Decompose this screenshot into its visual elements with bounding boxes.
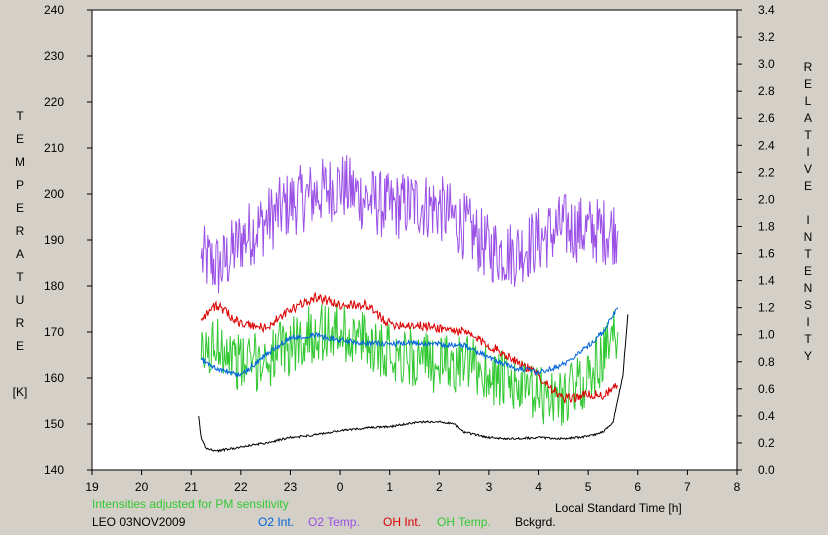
y-left-tick-label: 190 — [44, 233, 64, 247]
y-left-tick-label: 210 — [44, 141, 64, 155]
x-tick-label: 20 — [135, 480, 149, 494]
x-axis-label: Local Standard Time [h] — [555, 501, 682, 515]
x-tick-label: 22 — [234, 480, 248, 494]
y-left-label-char: U — [16, 293, 25, 307]
legend-o2-int: O2 Int. — [258, 515, 294, 529]
axis-layer: 19 20 21 22 23 0 1 2 3 4 5 6 7 8140150160170180190200… — [44, 3, 775, 494]
y-right-label-char: E — [804, 264, 812, 278]
y-left-label-char: M — [15, 155, 25, 169]
y-right-label-char: I — [806, 213, 809, 227]
x-tick-label: 5 — [585, 480, 592, 494]
y-left-label-char: R — [16, 224, 25, 238]
series-line-o2-temp — [200, 155, 619, 294]
y-left-label-char: E — [16, 201, 24, 215]
y-right-tick-label: 1.4 — [758, 274, 775, 288]
y-left-label-char: P — [16, 178, 24, 192]
x-tick-label: 2 — [436, 480, 443, 494]
y-right-tick-label: 3.2 — [758, 30, 775, 44]
y-right-label-char: S — [804, 298, 812, 312]
x-tick-label: 4 — [535, 480, 542, 494]
y-right-tick-label: 1.2 — [758, 301, 775, 315]
y-left-label-char: E — [16, 339, 24, 353]
series-line-oh-temp — [200, 302, 619, 426]
y-left-label-char: [K] — [13, 385, 28, 399]
y-right-tick-label: 0.6 — [758, 382, 775, 396]
x-tick-label: 19 — [85, 480, 99, 494]
y-right-label-char: I — [806, 145, 809, 159]
y-left-tick-label: 220 — [44, 95, 64, 109]
y-right-tick-label: 2.4 — [758, 138, 775, 152]
legend-oh-int: OH Int. — [383, 515, 421, 529]
y-right-tick-label: 1.8 — [758, 219, 775, 233]
y-left-tick-label: 150 — [44, 417, 64, 431]
y-left-label-char: E — [16, 132, 24, 146]
y-right-tick-label: 1.6 — [758, 247, 775, 261]
station-date: LEO 03NOV2009 — [92, 515, 186, 529]
y-right-label-char: E — [804, 179, 812, 193]
y-right-tick-label: 0.4 — [758, 409, 775, 423]
y-right-tick-label: 3.4 — [758, 3, 775, 17]
y-left-tick-label: 170 — [44, 325, 64, 339]
legend-oh-temp: OH Temp. — [437, 515, 491, 529]
y-right-label-char: T — [804, 128, 812, 142]
y-right-label-char: N — [804, 230, 813, 244]
x-tick-label: 21 — [185, 480, 199, 494]
y-left-label-char: T — [16, 109, 24, 123]
x-tick-label: 8 — [734, 480, 741, 494]
x-tick-label: 6 — [634, 480, 641, 494]
y-right-label-char: L — [805, 94, 812, 108]
y-right-tick-label: 2.2 — [758, 165, 775, 179]
y-right-label-char: T — [804, 332, 812, 346]
y-right-tick-label: 2.8 — [758, 84, 775, 98]
series-line-oh-int — [200, 291, 619, 404]
y-left-tick-label: 160 — [44, 371, 64, 385]
y-left-tick-label: 200 — [44, 187, 64, 201]
y-right-tick-label: 1.0 — [758, 328, 775, 342]
x-tick-label: 7 — [684, 480, 691, 494]
series-layer — [198, 155, 629, 453]
x-tick-label: 0 — [337, 480, 344, 494]
x-tick-label: 3 — [486, 480, 493, 494]
y-left-tick-label: 140 — [44, 463, 64, 477]
y-right-label-char: T — [804, 247, 812, 261]
series-line-o2-int — [201, 307, 619, 379]
y-right-tick-label: 3.0 — [758, 57, 775, 71]
y-right-tick-label: 2.6 — [758, 111, 775, 125]
plot-area — [91, 9, 738, 471]
y-right-tick-label: 0.2 — [758, 436, 775, 450]
series-line-bckgrd — [198, 314, 629, 453]
y-right-label-char: V — [804, 162, 812, 176]
legend-bckgrd: Bckgrd. — [515, 515, 556, 529]
x-tick-label: 1 — [386, 480, 393, 494]
pm-sensitivity-note: Intensities adjusted for PM sensitivity — [92, 497, 289, 511]
y-left-label-char: R — [16, 316, 25, 330]
y-right-tick-label: 0.0 — [758, 463, 775, 477]
y-left-tick-label: 240 — [44, 3, 64, 17]
y-right-label-char: I — [806, 315, 809, 329]
legend-o2-temp: O2 Temp. — [308, 515, 360, 529]
y-left-label-char: A — [16, 247, 24, 261]
y-right-label-char: A — [804, 111, 812, 125]
y-right-tick-label: 0.8 — [758, 355, 775, 369]
y-left-tick-label: 230 — [44, 49, 64, 63]
y-right-label-char: R — [804, 60, 813, 74]
y-right-label-char: E — [804, 77, 812, 91]
x-tick-label: 23 — [284, 480, 298, 494]
y-left-tick-label: 180 — [44, 279, 64, 293]
y-right-label-char: Y — [804, 349, 812, 363]
y-right-label-char: N — [804, 281, 813, 295]
y-right-tick-label: 2.0 — [758, 192, 775, 206]
y-left-label-char: T — [16, 270, 24, 284]
